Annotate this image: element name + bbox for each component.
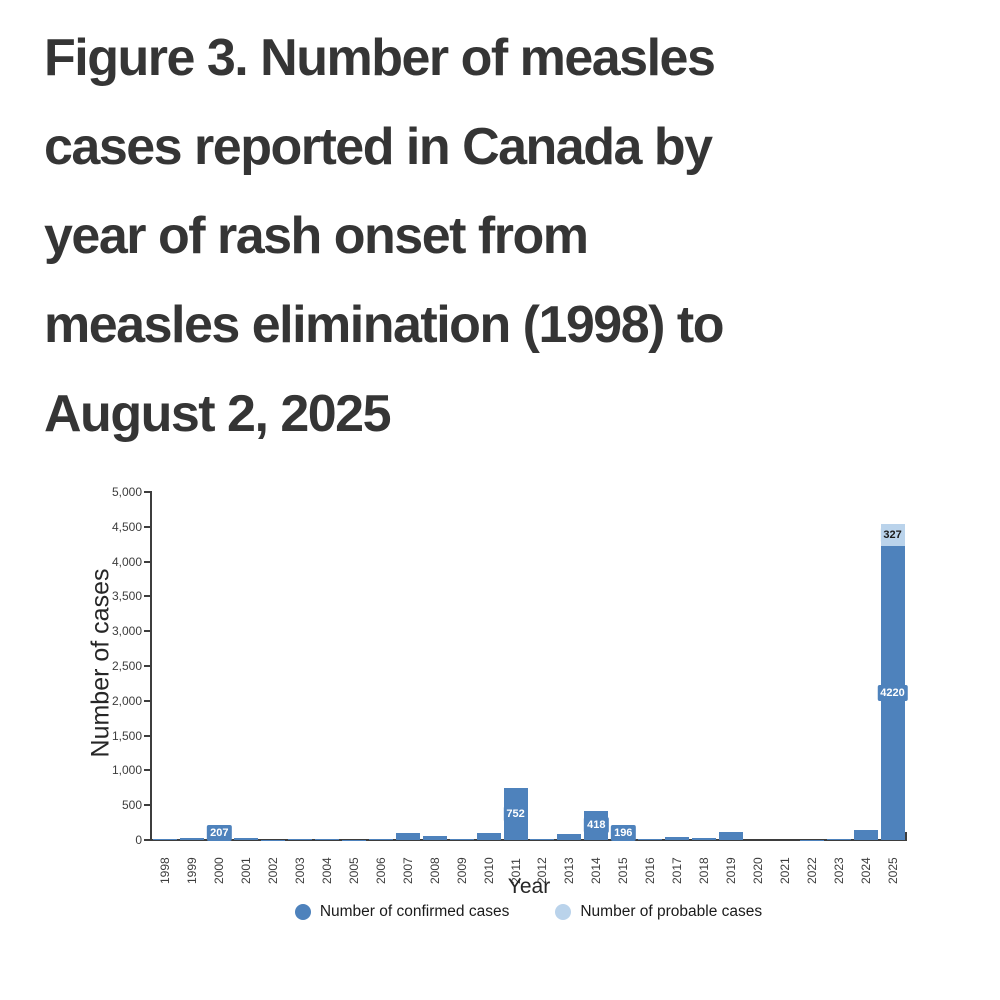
figure-title: Figure 3. Number of measles cases report… — [44, 14, 960, 459]
y-tick-label-3000: 3,000 — [111, 624, 142, 639]
y-tick-mark-2500 — [144, 665, 151, 667]
x-tick-label-2009: 2009 — [454, 857, 469, 884]
bar-confirmed-2019[interactable] — [718, 832, 743, 840]
x-tick-label-2024: 2024 — [858, 857, 873, 884]
y-tick-mark-4000 — [144, 560, 151, 563]
x-tick-label-2006: 2006 — [373, 857, 388, 884]
figure-title-line: Figure 3. Number of measles — [44, 29, 716, 87]
x-tick-label-2008: 2008 — [427, 857, 442, 884]
bar-confirmed-2018[interactable] — [692, 837, 717, 840]
x-tick-label-2010: 2010 — [481, 857, 496, 884]
y-tick-label-5000: 5,000 — [111, 485, 142, 499]
bar-confirmed-1999[interactable] — [180, 837, 205, 840]
bar-confirmed-2006[interactable] — [368, 839, 393, 840]
x-tick-label-2013: 2013 — [562, 857, 577, 884]
bar-confirmed-1998[interactable] — [153, 839, 178, 840]
y-tick-mark-3500 — [144, 595, 151, 598]
x-tick-label-2025: 2025 — [885, 857, 900, 884]
x-tick-label-2002: 2002 — [266, 857, 281, 884]
x-tick-label-1999: 1999 — [185, 857, 200, 884]
bar-label-2025-probable: 327 — [880, 526, 905, 543]
x-tick-label-2014: 2014 — [589, 857, 604, 884]
bar-confirmed-2008[interactable] — [422, 835, 447, 840]
figure-title-line: year of rash onset from — [44, 207, 589, 265]
bar-confirmed-2007[interactable] — [395, 832, 420, 840]
y-tick-label-2500: 2,500 — [111, 659, 142, 673]
y-tick-label-4000: 4,000 — [111, 554, 142, 569]
x-axis-end-tick — [905, 832, 907, 841]
x-tick-label-2005: 2005 — [346, 857, 361, 884]
y-tick-mark-500 — [144, 804, 151, 807]
legend: Number of confirmed cases Number of proba… — [150, 903, 907, 921]
x-tick-label-2017: 2017 — [670, 857, 685, 884]
bar-label-2014: 418 — [584, 817, 609, 834]
y-tick-label-3500: 3,500 — [111, 589, 142, 604]
legend-dot-confirmed — [294, 904, 311, 920]
x-tick-label-2021: 2021 — [777, 857, 792, 884]
x-tick-label-2016: 2016 — [643, 857, 658, 884]
x-tick-label-2019: 2019 — [723, 857, 738, 884]
legend-item-confirmed[interactable]: Number of confirmed cases — [294, 903, 510, 921]
legend-dot-probable — [555, 904, 572, 920]
figure-title-line: measles elimination (1998) to — [44, 296, 725, 354]
y-tick-label-500: 500 — [121, 798, 142, 813]
bar-confirmed-2003[interactable] — [288, 838, 313, 840]
x-tick-label-2018: 2018 — [697, 857, 712, 884]
y-tick-mark-3000 — [144, 630, 151, 633]
bar-label-2025: 4220 — [877, 685, 908, 702]
bar-label-2011: 752 — [503, 805, 528, 822]
y-tick-mark-4500 — [144, 525, 151, 528]
x-tick-label-2022: 2022 — [804, 857, 819, 884]
y-tick-label-1000: 1,000 — [111, 763, 142, 778]
bar-label-2015: 196 — [611, 825, 636, 842]
x-tick-label-2023: 2023 — [831, 857, 846, 884]
x-tick-label-2020: 2020 — [750, 857, 765, 884]
bar-confirmed-2009[interactable] — [449, 839, 474, 840]
x-tick-label-2007: 2007 — [400, 857, 415, 884]
y-tick-label-1500: 1,500 — [111, 728, 142, 743]
bar-confirmed-2017[interactable] — [665, 836, 690, 840]
x-tick-label-2015: 2015 — [616, 857, 631, 884]
bar-confirmed-2010[interactable] — [476, 833, 501, 840]
x-axis-title: Year — [507, 875, 551, 898]
figure-title-line: August 2, 2025 — [44, 385, 392, 443]
x-tick-label-2001: 2001 — [239, 857, 254, 884]
bar-confirmed-2016[interactable] — [638, 839, 663, 840]
legend-label-confirmed: Number of confirmed cases — [319, 903, 510, 920]
y-tick-mark-2000 — [144, 699, 151, 702]
bar-confirmed-2024[interactable] — [853, 829, 878, 840]
bar-confirmed-2012[interactable] — [530, 839, 555, 840]
y-tick-label-2000: 2,000 — [111, 693, 142, 708]
y-tick-label-0: 0 — [135, 833, 142, 847]
y-tick-label-4500: 4,500 — [111, 519, 142, 534]
figure-title-line: cases reported in Canada by — [44, 118, 713, 176]
bar-confirmed-2013[interactable] — [557, 834, 582, 840]
bar-label-2000: 207 — [207, 824, 232, 841]
legend-item-probable[interactable]: Number of probable cases — [555, 903, 762, 921]
y-tick-mark-0 — [144, 839, 151, 841]
x-tick-label-1998: 1998 — [158, 857, 173, 884]
y-tick-mark-1500 — [144, 734, 151, 737]
x-tick-label-2004: 2004 — [320, 857, 335, 884]
x-tick-label-2000: 2000 — [212, 857, 227, 884]
bar-confirmed-2023[interactable] — [826, 839, 851, 840]
x-tick-label-2003: 2003 — [293, 857, 308, 884]
y-tick-mark-1000 — [144, 769, 151, 772]
x-axis-line — [150, 839, 907, 841]
y-tick-mark-5000 — [144, 491, 151, 493]
legend-label-probable: Number of probable cases — [580, 903, 763, 920]
bar-confirmed-2004[interactable] — [315, 839, 340, 840]
y-axis-line — [150, 491, 152, 841]
bar-confirmed-2001[interactable] — [234, 837, 259, 840]
